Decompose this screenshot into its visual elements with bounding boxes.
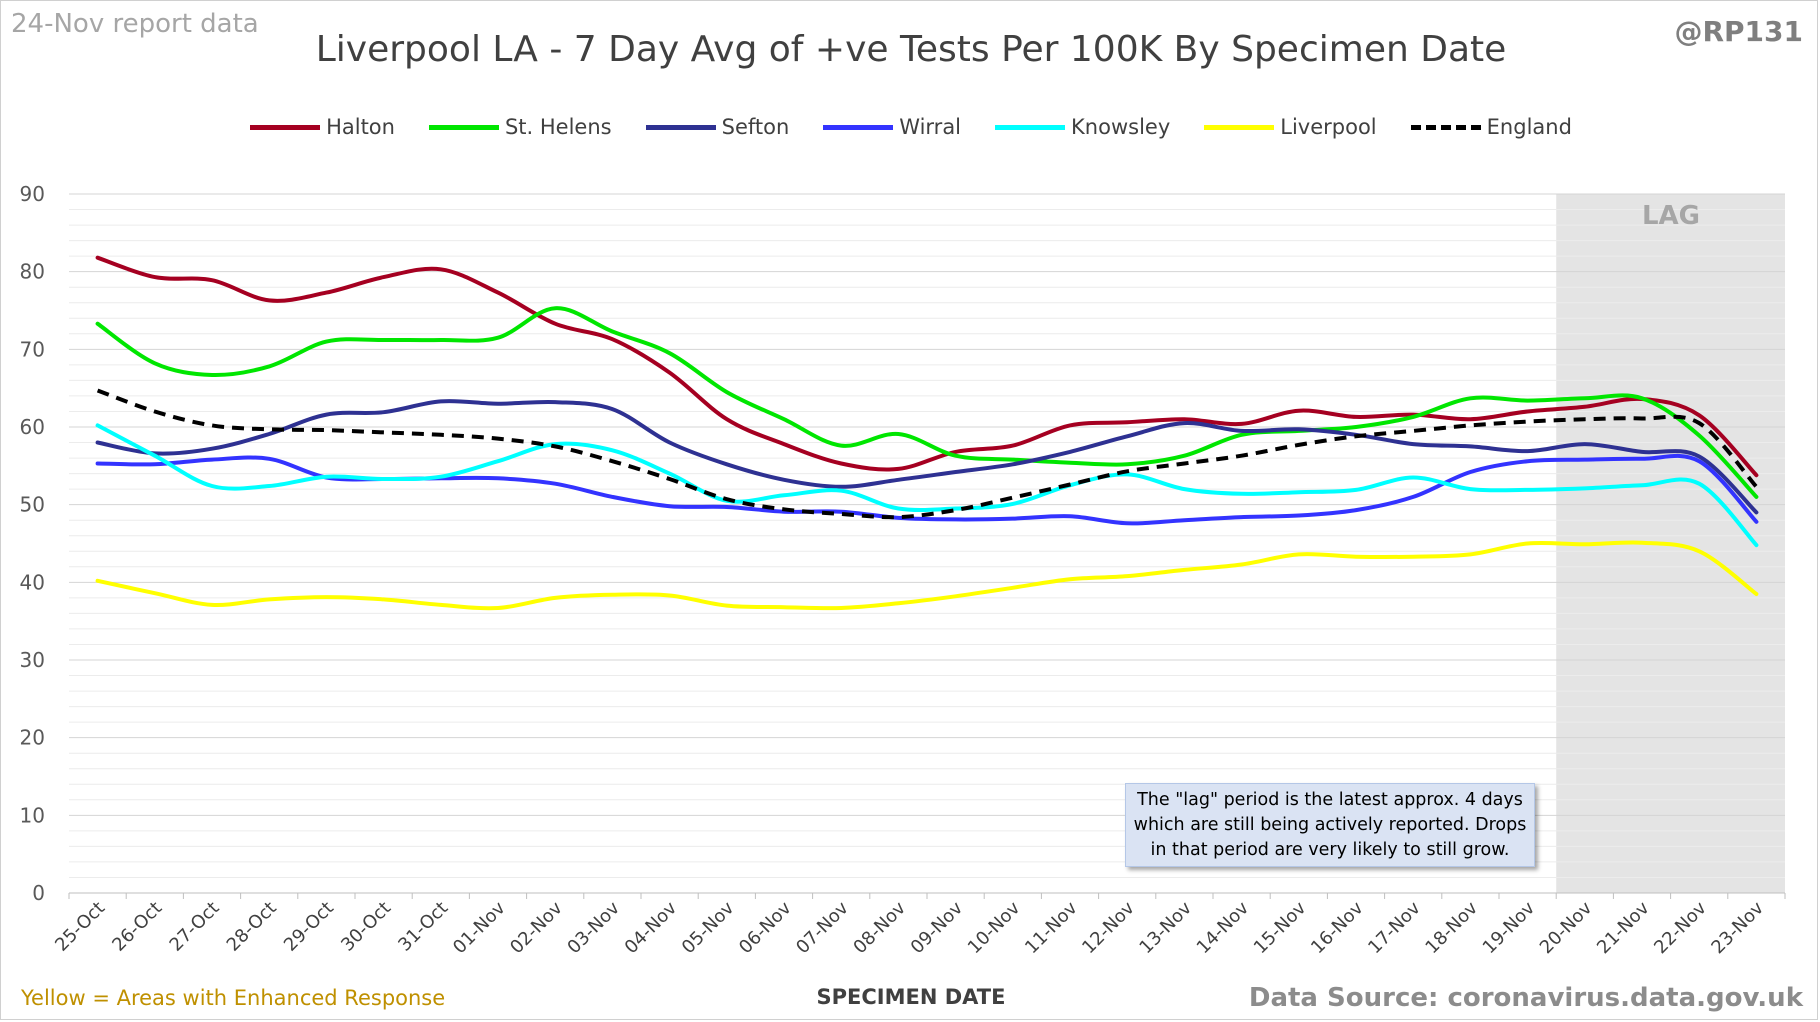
legend-label: Liverpool	[1280, 115, 1377, 139]
series-line-halton	[95, 255, 1759, 478]
x-tick-label: 17-Nov	[1364, 897, 1425, 958]
series-line-liverpool	[95, 540, 1759, 611]
annotation-line: which are still being actively reported.…	[1133, 815, 1527, 835]
x-tick-label: 15-Nov	[1250, 897, 1311, 958]
x-tick-label: 04-Nov	[621, 897, 682, 958]
legend-swatch	[995, 124, 1066, 130]
y-tick-label: 10	[20, 803, 45, 827]
x-tick-label: 01-Nov	[449, 897, 510, 958]
y-tick-label: 60	[20, 415, 45, 439]
x-tick-label: 16-Nov	[1307, 897, 1368, 958]
author-handle: @RP131	[1674, 15, 1803, 48]
legend-item: Wirral	[823, 115, 961, 139]
data-source: Data Source: coronavirus.data.gov.uk	[1248, 983, 1803, 1013]
legend-item: Liverpool	[1204, 115, 1377, 139]
x-tick-label: 10-Nov	[964, 897, 1025, 958]
legend-swatch	[1204, 124, 1275, 130]
y-tick-label: 80	[20, 260, 45, 284]
x-tick-label: 11-Nov	[1021, 897, 1082, 958]
legend-label: Wirral	[899, 115, 962, 139]
legend-swatch	[250, 124, 321, 130]
x-tick-label: 19-Nov	[1479, 897, 1540, 958]
legend-swatch	[1410, 124, 1481, 130]
x-tick-label: 03-Nov	[563, 897, 624, 958]
x-tick-label: 28-Oct	[223, 898, 281, 956]
y-tick-label: 0	[32, 881, 45, 905]
y-tick-label: 90	[20, 182, 45, 206]
x-tick-label: 05-Nov	[678, 897, 739, 958]
x-tick-label: 02-Nov	[506, 897, 567, 958]
x-tick-label: 21-Nov	[1593, 897, 1654, 958]
legend-label: Knowsley	[1071, 115, 1171, 139]
legend-label: Halton	[326, 115, 395, 139]
series-line-england	[96, 388, 1758, 520]
y-tick-label: 40	[20, 570, 45, 594]
x-tick-label: 30-Oct	[337, 898, 395, 956]
legend-item: St. Helens	[428, 115, 612, 139]
legend-label: England	[1486, 115, 1572, 139]
x-tick-label: 22-Nov	[1650, 897, 1711, 958]
legend-item: Halton	[250, 115, 395, 139]
x-tick-label: 09-Nov	[907, 897, 968, 958]
y-tick-label: 20	[20, 726, 45, 750]
y-tick-label: 70	[20, 337, 45, 361]
x-tick-label: 18-Nov	[1421, 897, 1482, 958]
lag-label: LAG	[1641, 201, 1701, 231]
x-tick-label: 23-Nov	[1707, 897, 1768, 958]
y-tick-label: 30	[20, 648, 45, 672]
legend-swatch	[823, 124, 894, 130]
report-date-label: 24-Nov report data	[11, 9, 259, 39]
legend-label: St. Helens	[504, 115, 612, 139]
x-tick-label: 29-Oct	[280, 898, 338, 956]
x-tick-label: 20-Nov	[1536, 897, 1597, 958]
series-line-knowsley	[95, 423, 1759, 548]
x-tick-label: 26-Oct	[108, 898, 166, 956]
lag-annotation-box: The "lag" period is the latest approx. 4…	[1125, 783, 1535, 867]
legend-item: Sefton	[645, 115, 790, 139]
series-line-st-helens	[95, 306, 1759, 499]
x-tick-label: 27-Oct	[166, 898, 224, 956]
x-tick-label: 06-Nov	[735, 897, 796, 958]
legend-label: Sefton	[721, 115, 790, 139]
x-axis-title: SPECIMEN DATE	[816, 985, 1006, 1009]
series-line-sefton	[95, 399, 1759, 515]
x-tick-label: 13-Nov	[1135, 897, 1196, 958]
x-tick-label: 14-Nov	[1193, 897, 1254, 958]
x-tick-label: 08-Nov	[849, 897, 910, 958]
x-tick-label: 12-Nov	[1078, 897, 1139, 958]
y-tick-label: 50	[20, 493, 45, 517]
legend: Halton St. Helens Sefton Wirral Knowsley Live…	[1, 115, 1820, 139]
enhanced-response-note: Yellow = Areas with Enhanced Response	[21, 986, 446, 1010]
x-tick-label: 25-Oct	[51, 898, 109, 956]
legend-swatch	[428, 124, 499, 130]
x-tick-label: 31-Oct	[394, 898, 452, 956]
annotation-line: in that period are very likely to still …	[1150, 840, 1510, 860]
chart-title: Liverpool LA - 7 Day Avg of +ve Tests Pe…	[315, 29, 1507, 70]
x-tick-label: 07-Nov	[792, 897, 853, 958]
legend-item: England	[1410, 115, 1572, 139]
legend-item: Knowsley	[995, 115, 1170, 139]
legend-swatch	[645, 124, 716, 130]
annotation-line: The "lag" period is the latest approx. 4…	[1137, 790, 1523, 810]
